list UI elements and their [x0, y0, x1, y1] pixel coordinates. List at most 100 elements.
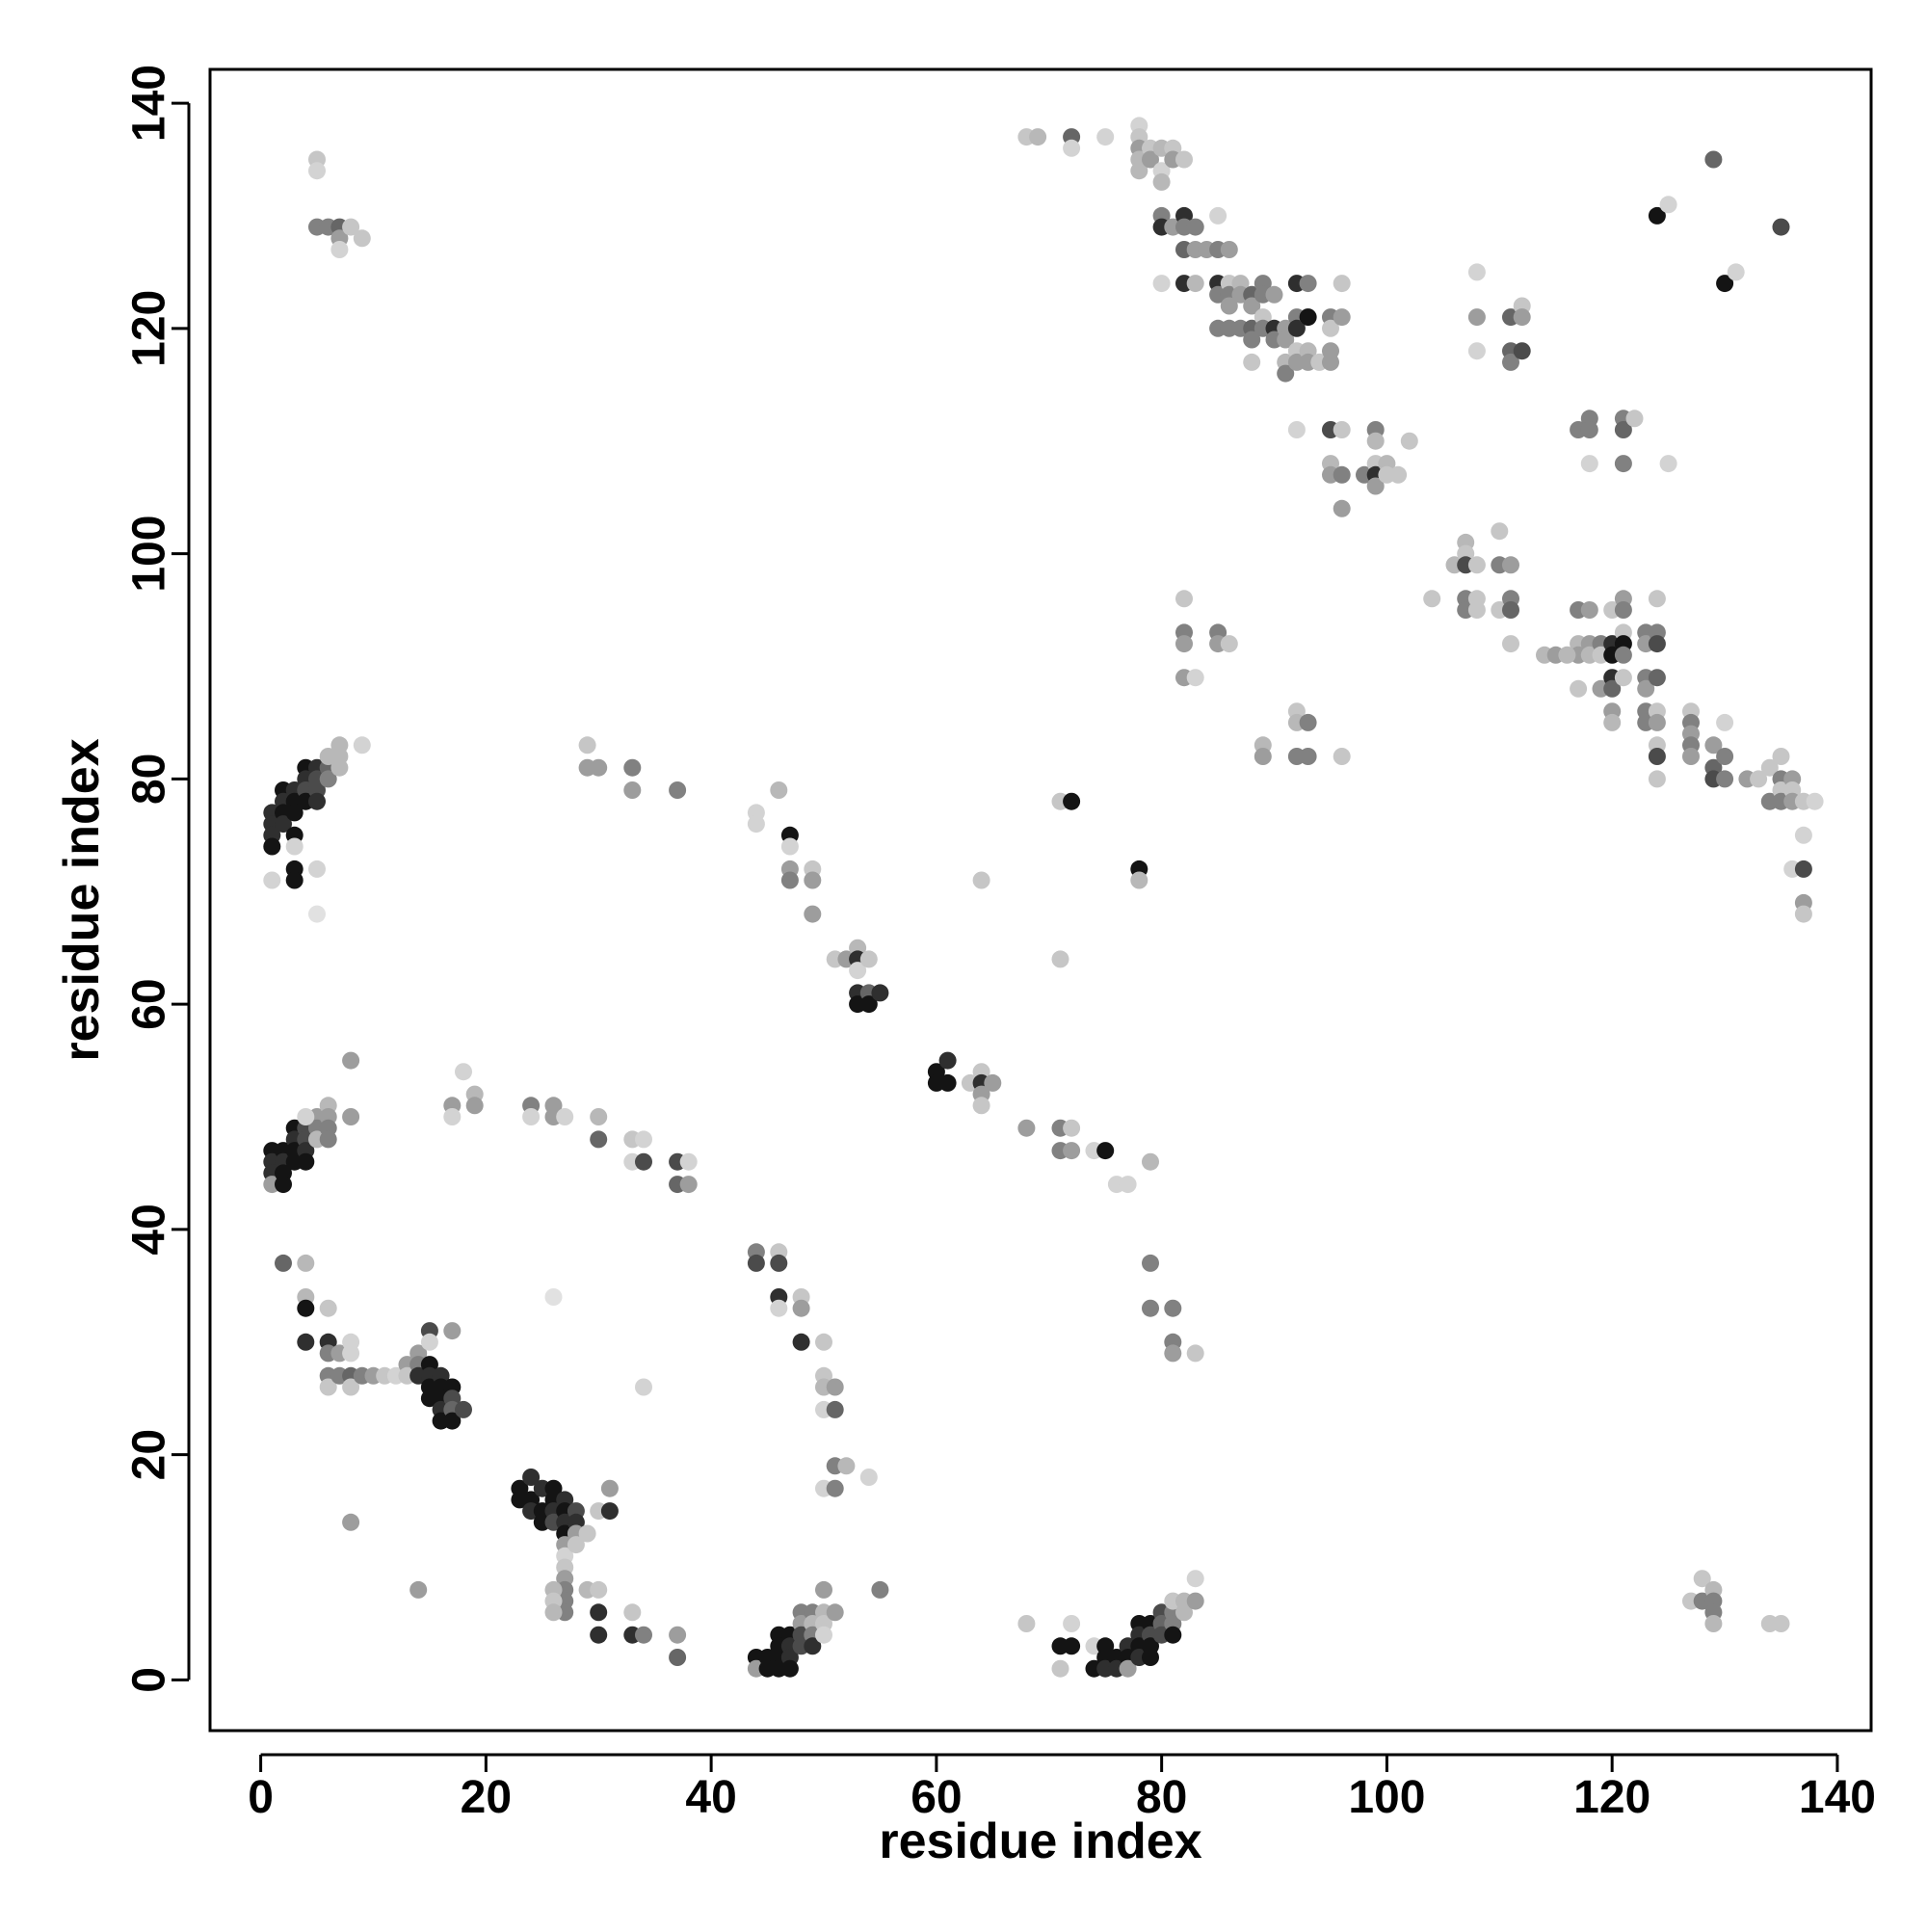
data-point	[342, 1378, 360, 1396]
data-point	[275, 1176, 292, 1194]
data-point	[1220, 635, 1238, 653]
data-point	[285, 871, 304, 889]
data-point	[1467, 263, 1486, 281]
data-point	[1648, 748, 1666, 765]
x-tick-label: 20	[461, 1772, 512, 1823]
data-point	[1063, 139, 1081, 157]
data-point	[635, 1130, 652, 1149]
data-point	[297, 1333, 315, 1351]
data-point	[1570, 679, 1588, 698]
data-point	[1186, 1344, 1204, 1363]
data-point	[1648, 206, 1666, 225]
data-point	[623, 781, 642, 799]
data-point	[308, 860, 326, 878]
data-point	[319, 1299, 337, 1317]
data-points	[263, 117, 1824, 1678]
data-point	[1772, 748, 1790, 765]
data-point	[1096, 128, 1115, 146]
data-point	[780, 1659, 799, 1678]
data-point	[1333, 308, 1351, 327]
data-point	[1806, 792, 1824, 810]
data-point	[1400, 432, 1418, 450]
x-tick-label: 40	[685, 1772, 736, 1823]
data-point	[669, 1649, 687, 1666]
data-point	[871, 984, 889, 1002]
data-point	[1704, 1615, 1723, 1632]
data-point	[984, 1073, 1002, 1092]
data-point	[1580, 601, 1598, 619]
data-point	[590, 1603, 608, 1622]
data-point	[826, 1603, 844, 1622]
data-point	[1299, 275, 1317, 293]
data-point	[1467, 556, 1486, 574]
data-point	[443, 1322, 462, 1340]
data-point	[938, 1051, 957, 1070]
data-point	[1727, 263, 1745, 281]
data-point	[1265, 285, 1283, 304]
data-point	[1750, 770, 1768, 788]
data-point	[556, 1108, 574, 1125]
data-point	[1287, 421, 1306, 438]
data-point	[1659, 455, 1677, 473]
data-point	[1366, 432, 1385, 450]
y-tick-label: 60	[124, 978, 175, 1029]
data-point	[1142, 1649, 1159, 1666]
data-point	[1277, 364, 1295, 383]
data-point	[420, 1333, 438, 1351]
plot-frame	[208, 67, 1873, 1733]
data-point	[1693, 1570, 1711, 1588]
data-point	[600, 1502, 619, 1521]
data-point	[1063, 792, 1081, 810]
data-point	[1333, 421, 1351, 438]
data-point	[1175, 1603, 1193, 1622]
data-point	[815, 1626, 832, 1644]
data-point	[679, 1176, 698, 1194]
data-point	[1502, 635, 1519, 653]
data-point	[837, 1457, 856, 1475]
data-point	[1625, 410, 1644, 428]
data-point	[342, 1108, 360, 1125]
y-tick-label: 20	[124, 1429, 175, 1480]
data-point	[353, 229, 371, 248]
data-point	[859, 995, 878, 1014]
x-tick-label: 140	[1799, 1772, 1876, 1823]
data-point	[804, 871, 822, 889]
y-tick-label: 140	[124, 65, 175, 142]
data-point	[590, 758, 608, 777]
data-point	[1119, 1176, 1137, 1194]
data-point	[635, 1378, 652, 1396]
data-point	[1716, 713, 1734, 731]
data-point	[1423, 590, 1441, 608]
data-point	[590, 1108, 608, 1125]
data-point	[1175, 590, 1193, 608]
data-point	[1794, 826, 1812, 844]
data-point	[297, 1152, 315, 1171]
y-tick-label: 40	[124, 1204, 175, 1255]
data-point	[972, 871, 990, 889]
data-point	[1186, 1570, 1204, 1588]
data-point	[409, 1580, 428, 1599]
data-point	[815, 1333, 832, 1351]
data-point	[1467, 308, 1486, 327]
data-point	[792, 1333, 810, 1351]
data-point	[1772, 1615, 1790, 1632]
y-tick-label: 120	[124, 290, 175, 367]
data-point	[455, 1400, 472, 1418]
data-point	[578, 1524, 596, 1543]
data-point	[623, 758, 642, 777]
data-point	[815, 1580, 832, 1599]
data-point	[1063, 1637, 1081, 1655]
x-tick-label: 120	[1573, 1772, 1650, 1823]
data-point	[1164, 1299, 1182, 1317]
data-point	[669, 781, 687, 799]
x-tick-label: 80	[1136, 1772, 1187, 1823]
data-point	[1502, 601, 1519, 619]
data-point	[1580, 455, 1598, 473]
data-point	[1130, 162, 1148, 180]
data-point	[1580, 421, 1598, 438]
data-point	[319, 1378, 337, 1396]
data-point	[1142, 150, 1159, 169]
data-point	[600, 1479, 619, 1497]
data-point	[1152, 275, 1171, 293]
data-point	[297, 1254, 315, 1272]
